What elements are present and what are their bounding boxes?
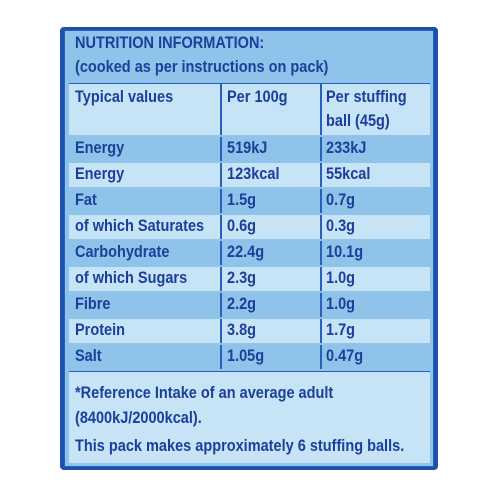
column-divider — [220, 83, 222, 135]
column-divider — [220, 189, 222, 213]
per-100g-value: 123kcal — [227, 165, 280, 183]
per-100g-value: 519kJ — [227, 139, 268, 157]
table-row: Fibre 2.2g 1.0g — [69, 293, 430, 317]
column-divider — [220, 241, 222, 265]
per-ball-value: 0.47g — [326, 347, 364, 365]
nutrient-label: Energy — [75, 139, 125, 157]
per-ball-value: 1.0g — [326, 269, 356, 287]
per-100g-value: 3.8g — [227, 321, 257, 339]
column-divider — [320, 267, 322, 291]
table-row: of which Saturates 0.6g 0.3g — [69, 215, 430, 239]
per-100g-value: 1.05g — [227, 347, 265, 365]
table-row: Protein 3.8g 1.7g — [69, 319, 430, 343]
nutrient-label: Salt — [75, 347, 102, 365]
nutrition-label: NUTRITION INFORMATION: (cooked as per in… — [60, 27, 438, 470]
column-divider — [320, 215, 322, 239]
reference-intake-values: (8400kJ/2000kcal). — [75, 409, 202, 427]
per-ball-value: 1.0g — [326, 295, 356, 313]
per-100g-value: 2.3g — [227, 269, 257, 287]
row-divider — [69, 371, 430, 372]
column-divider — [320, 137, 322, 161]
column-divider — [220, 293, 222, 317]
table-row: Energy 519kJ 233kJ — [69, 137, 430, 161]
table-row: of which Sugars 2.3g 1.0g — [69, 267, 430, 291]
footer-band — [69, 371, 430, 463]
column-divider — [220, 163, 222, 187]
per-ball-value: 55kcal — [326, 165, 371, 183]
per-100g-value: 0.6g — [227, 217, 257, 235]
per-100g-value: 2.2g — [227, 295, 257, 313]
nutrient-label: Fat — [75, 191, 97, 209]
nutrition-panel: NUTRITION INFORMATION: (cooked as per in… — [64, 30, 434, 467]
nutrient-label: of which Saturates — [75, 217, 205, 235]
nutrition-subtitle: (cooked as per instructions on pack) — [75, 58, 329, 76]
row-divider — [69, 83, 430, 84]
column-divider — [220, 215, 222, 239]
nutrient-label: of which Sugars — [75, 269, 188, 287]
column-divider — [320, 319, 322, 343]
column-divider — [320, 241, 322, 265]
nutrient-label: Energy — [75, 165, 125, 183]
column-divider — [220, 267, 222, 291]
table-header-row: Typical values Per 100g Per stuffing bal… — [69, 83, 430, 135]
column-divider — [220, 137, 222, 161]
pack-yield-note: This pack makes approximately 6 stuffing… — [75, 437, 405, 455]
column-divider — [320, 345, 322, 369]
header-typical-values: Typical values — [75, 88, 174, 106]
nutrient-label: Protein — [75, 321, 126, 339]
column-divider — [220, 345, 222, 369]
column-divider — [220, 319, 222, 343]
per-ball-value: 0.7g — [326, 191, 356, 209]
header-per-ball-line1: Per stuffing — [326, 88, 407, 106]
nutrient-label: Carbohydrate — [75, 243, 170, 261]
per-ball-value: 10.1g — [326, 243, 364, 261]
header-per-ball-line2: ball (45g) — [326, 112, 390, 130]
column-divider — [320, 83, 322, 135]
column-divider — [320, 163, 322, 187]
column-divider — [320, 293, 322, 317]
nutrition-title: NUTRITION INFORMATION: — [75, 34, 265, 52]
per-ball-value: 233kJ — [326, 139, 367, 157]
table-row: Energy 123kcal 55kcal — [69, 163, 430, 187]
column-divider — [320, 189, 322, 213]
per-100g-value: 1.5g — [227, 191, 257, 209]
header-per-100g: Per 100g — [227, 88, 288, 106]
reference-intake-note: *Reference Intake of an average adult — [75, 384, 334, 402]
nutrient-label: Fibre — [75, 295, 111, 313]
table-row: Fat 1.5g 0.7g — [69, 189, 430, 213]
per-ball-value: 0.3g — [326, 217, 356, 235]
table-row: Carbohydrate 22.4g 10.1g — [69, 241, 430, 265]
per-100g-value: 22.4g — [227, 243, 265, 261]
per-ball-value: 1.7g — [326, 321, 356, 339]
table-row: Salt 1.05g 0.47g — [69, 345, 430, 369]
